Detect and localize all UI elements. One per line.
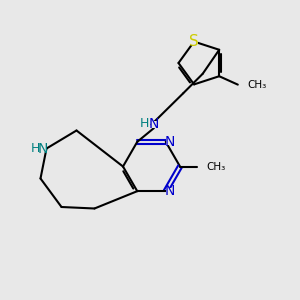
Text: H: H [140,116,150,130]
Text: N: N [164,135,175,149]
Text: N: N [164,184,175,198]
Bar [151,121,157,128]
Bar [166,188,173,194]
Bar [166,139,173,145]
Text: N: N [38,142,48,156]
Text: N: N [149,118,159,131]
Bar [190,37,198,45]
Bar [142,120,148,126]
Text: S: S [189,34,199,49]
Text: CH₃: CH₃ [206,161,225,172]
Bar [39,146,46,152]
Text: CH₃: CH₃ [248,80,267,90]
Text: H: H [30,142,40,155]
Bar [32,145,38,152]
